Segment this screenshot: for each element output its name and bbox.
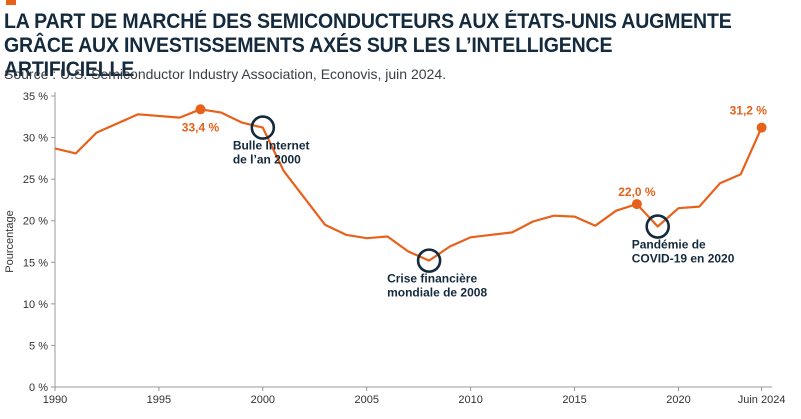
x-axis: 1990 1995 2000 2005 2010 2015 2020 Juin 2024 [43,386,786,406]
x-tick-label: 2005 [354,394,378,406]
annotation-label: Pandémie de COVID-19 en 2020 [632,238,735,266]
y-tick-label: 15 % [23,257,48,269]
highlight-point [631,199,642,210]
highlight-point [195,104,206,115]
x-tick-label: 1995 [147,394,171,406]
x-tick-label: 2000 [251,394,275,406]
y-tick-label: 0 % [29,382,48,394]
x-tick-label: 2015 [562,394,586,406]
x-tick-label: 2020 [666,394,690,406]
annotation-line: COVID-19 en 2020 [632,252,735,266]
source-note: Source : U.S. Semiconductor Industry Ass… [4,66,447,82]
highlight-point [756,122,767,133]
annotation-line: mondiale de 2008 [387,286,487,300]
y-tick-label: 5 % [29,340,48,352]
annotation-line: Crise financière [387,272,477,286]
data-label: 33,4 % [182,120,220,134]
annotation-circle [416,248,442,273]
annotation-line: de l’an 2000 [233,153,301,167]
y-tick-label: 20 % [23,216,48,228]
annotation-label: Crise financière mondiale de 2008 [387,272,487,300]
y-tick-label: 35 % [23,91,48,103]
title-accent-bar [6,0,16,5]
annotations: Bulle Internet de l’an 2000 Crise financiè… [233,115,735,300]
title-line-1: LA PART DE MARCHÉ DES SEMICONDUCTEURS AU… [4,10,732,33]
y-tick-label: 10 % [23,299,48,311]
y-tick-label: 30 % [23,133,48,145]
y-axis-label: Pourcentage [4,210,16,272]
highlight-points: 33,4 % 22,0 % 31,2 % [182,104,768,210]
annotation-circle [645,214,670,239]
y-axis: 0 % 5 % 10 % 15 % 20 % 25 % 30 % 35 % [23,91,56,394]
annotation-line: Bulle Internet [233,139,310,153]
x-tick-label: 2010 [458,394,482,406]
chart-title: LA PART DE MARCHÉ DES SEMICONDUCTEURS AU… [4,10,739,82]
data-label: 31,2 % [730,104,768,118]
data-label: 22,0 % [618,185,656,199]
annotation-line: Pandémie de [632,238,706,252]
annotation-label: Bulle Internet de l’an 2000 [233,139,310,167]
y-tick-label: 25 % [23,174,48,186]
annotation-circle [250,115,276,140]
title-line-2: GRÂCE AUX INVESTISSEMENTS AXÉS SUR LES L… [4,34,613,81]
x-tick-label: Juin 2024 [738,394,786,406]
x-tick-label: 1990 [43,394,67,406]
